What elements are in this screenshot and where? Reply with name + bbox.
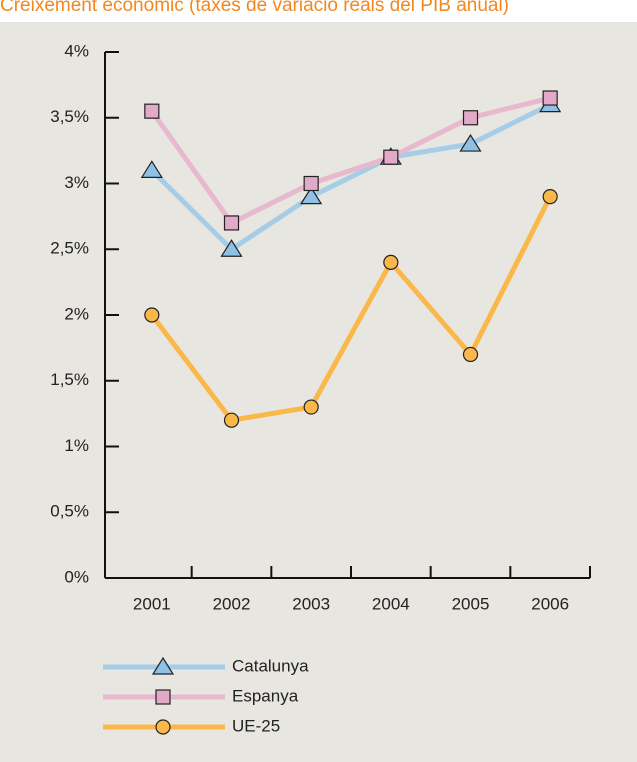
data-point — [303, 399, 319, 415]
series-line — [149, 195, 553, 423]
y-tick-label: 0,5% — [50, 502, 89, 521]
data-point — [542, 90, 558, 106]
legend-label: Catalunya — [232, 656, 309, 675]
chart-title: Creixement econòmic (taxes de variació r… — [0, 0, 509, 16]
y-tick-label: 3,5% — [50, 107, 89, 126]
y-tick-label: 2,5% — [50, 239, 89, 258]
series-line — [149, 95, 551, 226]
legend-marker — [151, 656, 175, 675]
y-tick-label: 3% — [64, 173, 89, 192]
data-point — [220, 239, 243, 257]
x-tick-label: 2002 — [213, 594, 251, 613]
data-point — [144, 103, 160, 119]
x-tick-label: 2003 — [292, 594, 330, 613]
data-point — [144, 307, 160, 323]
y-tick-label: 1,5% — [50, 370, 89, 389]
data-point — [462, 110, 479, 126]
y-tick-label: 4% — [64, 41, 89, 60]
x-tick-label: 2006 — [531, 594, 569, 613]
x-tick-label: 2005 — [452, 594, 490, 613]
legend-marker — [155, 719, 171, 735]
data-point — [300, 186, 323, 205]
data-point — [140, 160, 163, 178]
x-tick-label: 2001 — [133, 594, 171, 613]
y-tick-label: 1% — [64, 436, 89, 455]
data-point — [303, 175, 319, 192]
data-point — [383, 254, 399, 270]
legend-label: UE-25 — [232, 716, 280, 735]
data-point — [459, 133, 482, 152]
y-tick-label: 0% — [64, 567, 89, 586]
data-point — [462, 346, 479, 363]
x-tick-label: 2004 — [372, 594, 410, 613]
legend-label: Espanya — [232, 686, 299, 705]
legend-marker — [155, 689, 171, 705]
y-tick-label: 2% — [64, 304, 89, 323]
data-point — [223, 215, 240, 231]
data-point — [223, 412, 240, 428]
series-line — [150, 102, 552, 252]
data-point — [383, 149, 399, 165]
data-point — [542, 189, 558, 205]
